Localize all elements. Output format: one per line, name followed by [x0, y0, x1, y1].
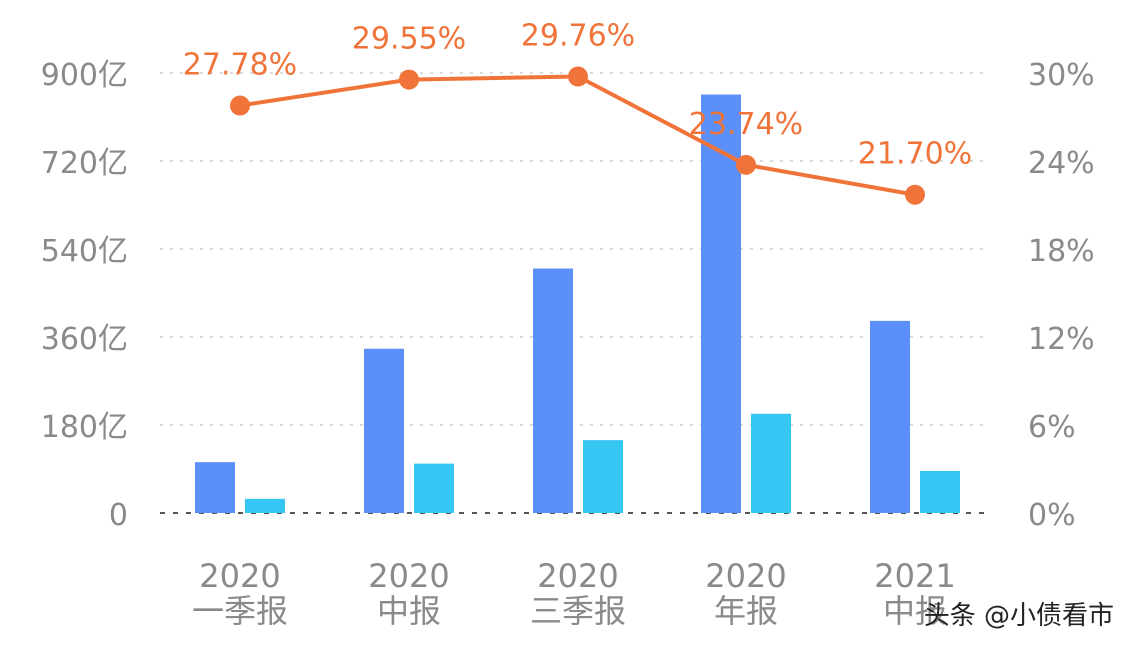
- y-left-tick-label: 0: [109, 498, 128, 533]
- y-right-tick-label: 18%: [1028, 234, 1095, 269]
- x-tick-label-year: 2020: [199, 557, 280, 595]
- bar-series1: [870, 320, 910, 513]
- ratio-point: [905, 184, 925, 205]
- ratio-point: [230, 95, 250, 116]
- y-right-tick-label: 12%: [1028, 322, 1095, 357]
- x-tick-label-period: 年报: [714, 592, 778, 630]
- ratio-line: [239, 74, 916, 197]
- ratio-data-label: 23.74%: [689, 107, 803, 142]
- bar-series2: [751, 413, 791, 513]
- y-right-tick-label: 30%: [1028, 58, 1095, 93]
- bar-series2: [920, 470, 960, 513]
- bar-series2: [245, 498, 285, 513]
- x-tick-label-period: 三季报: [530, 592, 626, 630]
- bar-series2: [414, 463, 454, 513]
- ratio-point: [568, 66, 588, 87]
- x-tick-label-year: 2020: [368, 557, 449, 595]
- x-tick-label-period: 中报: [883, 592, 947, 630]
- y-left-tick-label: 180亿: [41, 410, 128, 445]
- ratio-point: [736, 154, 756, 175]
- y-left-tick-label: 720亿: [41, 146, 128, 181]
- ratio-data-label: 21.70%: [858, 137, 972, 172]
- bar-series1: [195, 462, 235, 513]
- bar-series1: [364, 348, 404, 513]
- ratio-data-label: 29.76%: [521, 19, 635, 54]
- ratio-point: [399, 69, 419, 90]
- x-tick-label-period: 中报: [377, 592, 441, 630]
- y-right-tick-label: 0%: [1028, 498, 1076, 533]
- bar-series1: [701, 94, 741, 513]
- watermark: 头条 @小债看市: [923, 601, 1114, 631]
- x-tick-label-year: 2020: [705, 557, 786, 595]
- bar-series2: [583, 440, 623, 513]
- x-tick-label-period: 一季报: [192, 592, 288, 630]
- x-tick-label-year: 2021: [874, 557, 955, 595]
- y-right-tick-label: 6%: [1028, 410, 1076, 445]
- y-left-tick-label: 540亿: [41, 234, 128, 269]
- y-left-tick-label: 360亿: [41, 322, 128, 357]
- x-tick-label-year: 2020: [537, 557, 618, 595]
- ratio-data-label: 27.78%: [183, 48, 297, 83]
- y-right-tick-label: 24%: [1028, 146, 1095, 181]
- bar-series1: [533, 268, 573, 513]
- ratio-data-label: 29.55%: [352, 22, 466, 57]
- y-left-tick-label: 900亿: [41, 58, 128, 93]
